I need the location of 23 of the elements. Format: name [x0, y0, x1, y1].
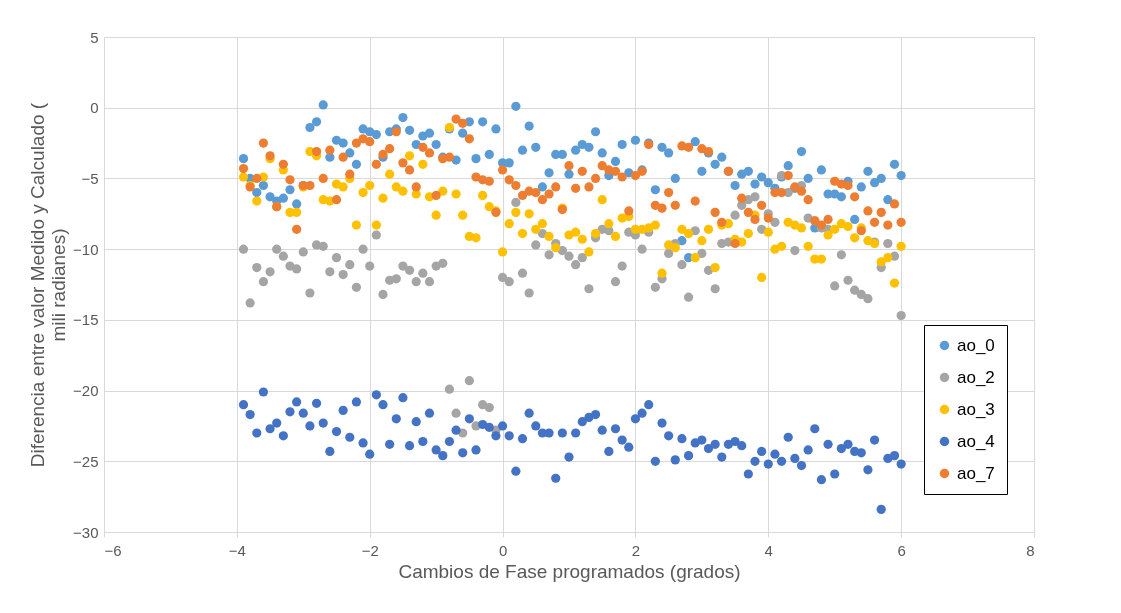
x-tick-label: 8: [1026, 541, 1035, 559]
legend-label: ao_0: [957, 335, 995, 355]
y-tick-label: 5: [90, 28, 99, 46]
y-tick-label: −30: [73, 523, 99, 541]
legend-label: ao_7: [957, 463, 995, 483]
x-axis-title: Cambios de Fase programados (grados): [398, 560, 741, 582]
legend-label: ao_2: [957, 367, 995, 387]
x-tick-label: 4: [764, 541, 773, 559]
y-tick-label: −20: [73, 382, 99, 400]
x-tick-label: −6: [104, 541, 122, 559]
y-tick-label: −10: [73, 240, 99, 258]
legend-label: ao_3: [957, 399, 995, 419]
y-tick-label: −15: [73, 311, 99, 329]
legend-label: ao_4: [957, 431, 995, 451]
y-tick-label: −5: [81, 169, 99, 187]
x-tick-label: −4: [228, 541, 246, 559]
y-tick-label: −25: [73, 452, 99, 470]
x-tick-label: −2: [361, 541, 379, 559]
x-tick-label: 2: [631, 541, 641, 559]
y-tick-label: 0: [90, 99, 99, 117]
x-tick-label: 0: [498, 541, 508, 559]
y-axis-title: Diferencia entre valor Medido y Calculado ( mili radianes): [27, 102, 70, 468]
x-tick-label: 6: [897, 541, 906, 559]
